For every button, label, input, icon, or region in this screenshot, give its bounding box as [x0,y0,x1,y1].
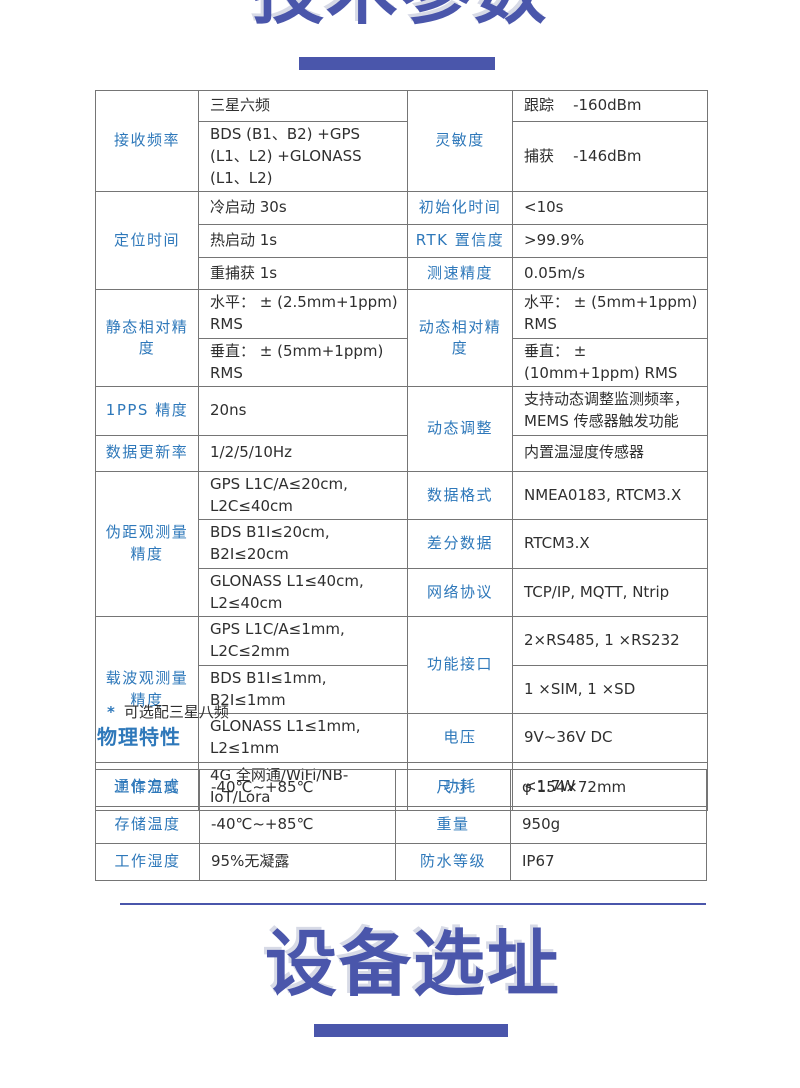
spec-value-rtk-confidence: >99.9% [512,224,708,259]
page-title-technical-parameters: 技术参数 [0,0,800,28]
spec-value-dynamic-vertical: 垂直： ± (10mm+1ppm) RMS [512,337,708,388]
spec-value-data-format: NMEA0183, RTCM3.X [512,470,708,521]
spec-value-network-protocol: TCP/IP, MQTT, Ntrip [512,567,708,618]
phys-value-weight: 950g [510,806,707,844]
spec-value-carrier-gps: GPS L1C/A≤1mm, L2C≤2mm [198,616,408,666]
spec-value-voltage: 9V~36V DC [512,713,708,763]
spec-value-cold-start: 冷启动 30s [198,191,408,226]
title-underline-bar-bottom [314,1024,508,1037]
title-underline-bar [299,57,495,70]
physical-characteristics-table: 工作温度 -40℃~+85℃ 尺寸 φ 154×72mm 存储温度 -40℃~+… [95,769,707,881]
spec-label-function-ports: 功能接口 [407,616,513,715]
spec-value-dynamic-adjustment-2: 内置温湿度传感器 [512,434,708,472]
spec-value-reacquisition: 重捕获 1s [198,257,408,291]
phys-value-operating-temperature: -40℃~+85℃ [199,769,396,807]
spec-label-network-protocol: 网络协议 [407,567,513,618]
spec-value-ports-sim-sd: 1 ×SIM, 1 ×SD [512,664,708,715]
spec-label-1pps-accuracy: 1PPS 精度 [95,386,199,436]
spec-value-static-vertical: 垂直： ± (5mm+1ppm) RMS [198,337,408,388]
spec-value-dynamic-adjustment-1: 支持动态调整监测频率，MEMS 传感器触发功能 [512,386,708,436]
spec-value-multi-constellation: 三星六频 [198,90,408,122]
spec-label-init-time: 初始化时间 [407,191,513,226]
phys-value-dimensions: φ 154×72mm [510,769,707,807]
spec-value-pseudorange-bds: BDS B1I≤20cm, B2I≤20cm [198,519,408,569]
page-title-device-site-selection: 设备选址 [264,922,561,1006]
spec-value-ports-serial: 2×RS485, 1 ×RS232 [512,616,708,666]
spec-value-carrier-glonass: GLONASS L1≤1mm, L2≤1mm [198,713,408,763]
phys-label-storage-temperature: 存储温度 [95,806,200,844]
phys-label-operating-humidity: 工作湿度 [95,843,200,881]
spec-value-static-horizontal: 水平： ± (2.5mm+1ppm) RMS [198,289,408,339]
spec-value-init-time: <10s [512,191,708,226]
spec-label-receive-frequency: 接收频率 [95,89,199,193]
phys-value-waterproof-rating: IP67 [510,843,707,881]
spec-value-sensitivity-acquisition: 捕获 -146dBm [512,120,708,193]
phys-value-operating-humidity: 95%无凝露 [199,843,396,881]
phys-value-storage-temperature: -40℃~+85℃ [199,806,396,844]
spec-label-dynamic-accuracy: 动态相对精度 [407,289,513,388]
asterisk-marker: * [107,703,115,721]
spec-label-differential-data: 差分数据 [407,519,513,569]
technical-specs-table: 接收频率 三星六频 灵敏度 跟踪 -160dBm BDS (B1、B2) +GP… [95,89,708,812]
spec-value-hot-start: 热启动 1s [198,224,408,259]
spec-value-sensitivity-tracking: 跟踪 -160dBm [512,90,708,122]
spec-value-carrier-bds: BDS B1I≤1mm, B2I≤1mm [198,664,408,715]
spec-label-dynamic-adjustment: 动态调整 [407,386,513,472]
spec-label-velocity-accuracy: 测速精度 [407,257,513,291]
section-heading-physical-characteristics: 物理特性 [97,725,181,749]
spec-value-dynamic-horizontal: 水平： ± (5mm+1ppm) RMS [512,289,708,339]
spec-value-update-rate: 1/2/5/10Hz [198,434,408,472]
phys-label-weight: 重量 [395,806,511,844]
phys-label-waterproof-rating: 防水等级 [395,843,511,881]
spec-label-voltage: 电压 [407,713,513,763]
spec-value-1pps-accuracy: 20ns [198,386,408,436]
spec-value-velocity-accuracy: 0.05m/s [512,257,708,291]
spec-value-constellations: BDS (B1、B2) +GPS (L1、L2) +GLONASS (L1、L2… [198,120,408,193]
footnote-text: 可选配三星八频 [123,703,229,721]
spec-label-static-accuracy: 静态相对精度 [95,289,199,388]
spec-label-positioning-time: 定位时间 [95,191,199,291]
section-divider-line [120,903,706,905]
spec-label-carrier-accuracy: 载波观测量精度 [95,616,199,763]
spec-label-sensitivity: 灵敏度 [407,89,513,193]
spec-value-differential-data: RTCM3.X [512,519,708,569]
spec-label-update-rate: 数据更新率 [95,434,199,472]
spec-value-pseudorange-gps: GPS L1C/A≤20cm, L2C≤40cm [198,470,408,521]
phys-label-dimensions: 尺寸 [395,769,511,807]
footnote-optional-eight-band: * 可选配三星八频 [107,701,229,722]
spec-label-pseudorange-accuracy: 伪距观测量精度 [95,470,199,618]
phys-label-operating-temperature: 工作温度 [95,769,200,807]
spec-label-rtk-confidence: RTK 置信度 [407,224,513,259]
spec-value-pseudorange-glonass: GLONASS L1≤40cm, L2≤40cm [198,567,408,618]
spec-label-data-format: 数据格式 [407,470,513,521]
